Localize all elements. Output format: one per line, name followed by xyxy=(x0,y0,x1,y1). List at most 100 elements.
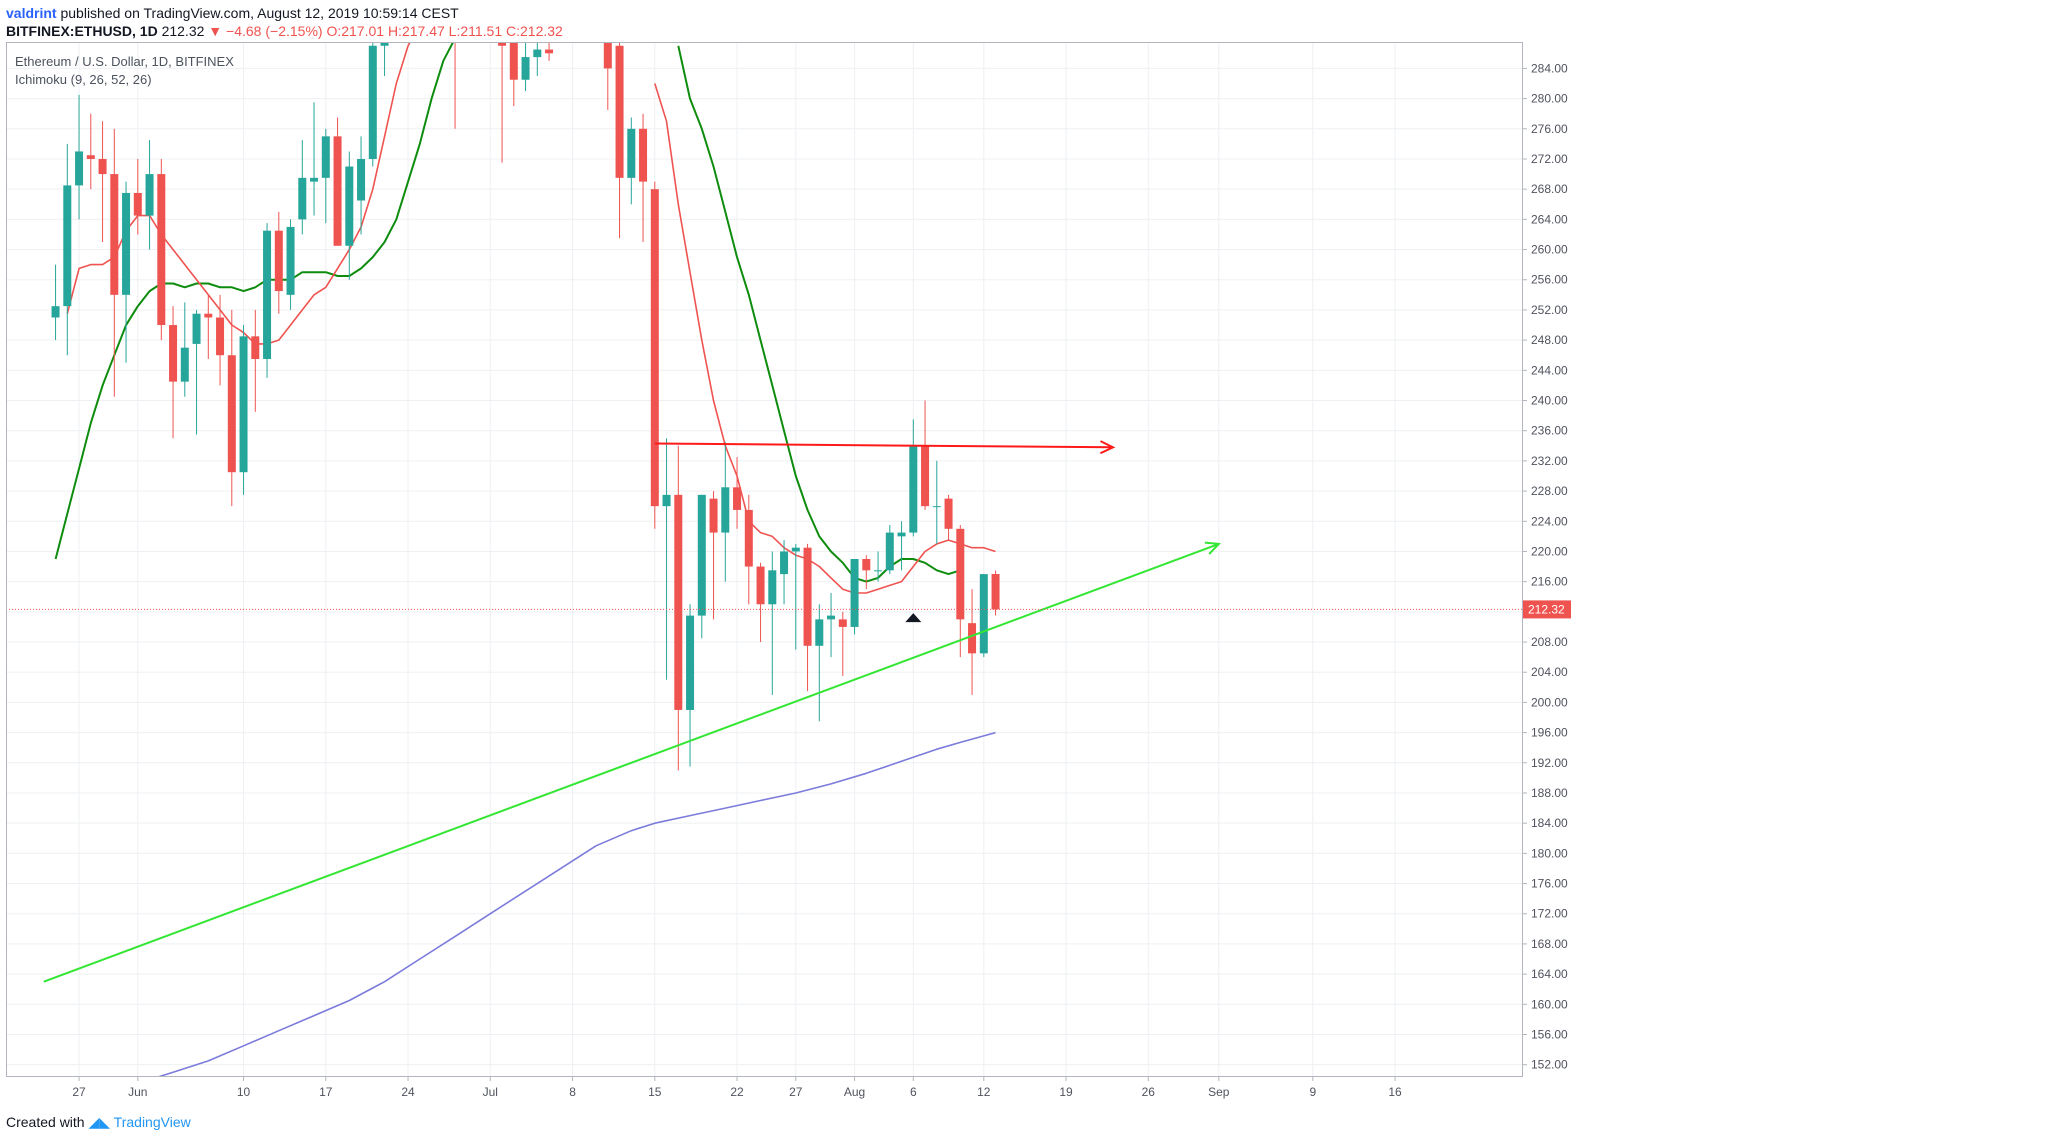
candlesticks xyxy=(51,42,1000,771)
x-tick-label: 19 xyxy=(1059,1085,1073,1099)
y-tick-label: 160.00 xyxy=(1531,997,1568,1011)
chart-title: Ethereum / U.S. Dollar, 1D, BITFINEX xyxy=(15,54,234,69)
candle-body-down xyxy=(944,498,953,529)
candle-body-down xyxy=(674,494,683,710)
candle-body-down xyxy=(216,317,225,356)
candle-body-down xyxy=(639,128,648,182)
candle-body-up xyxy=(909,445,918,533)
candle-body-up xyxy=(145,174,154,216)
resistance-line xyxy=(654,442,1114,449)
y-tick-label: 196.00 xyxy=(1531,726,1568,740)
candle-body-up xyxy=(885,532,894,571)
candle-body-up xyxy=(874,570,883,572)
candle-body-up xyxy=(368,45,377,159)
publish-header: valdrint published on TradingView.com, A… xyxy=(0,0,2046,42)
candle-body-up xyxy=(380,42,389,46)
x-tick-label: 26 xyxy=(1142,1085,1156,1099)
x-tick-label: Sep xyxy=(1208,1085,1230,1099)
candle-body-down xyxy=(803,547,812,646)
candle-body-up xyxy=(263,230,272,359)
candle-body-up xyxy=(686,615,695,710)
author-link[interactable]: valdrint xyxy=(6,5,57,21)
moving-average-line xyxy=(158,731,996,1076)
candle-body-up xyxy=(310,177,319,182)
y-tick-label: 172.00 xyxy=(1531,907,1568,921)
last-price-badge xyxy=(1523,600,1571,619)
candle-body-up xyxy=(122,192,131,295)
y-tick-label: 184.00 xyxy=(1531,816,1568,830)
y-tick-label: 244.00 xyxy=(1531,363,1568,377)
candle-body-up xyxy=(180,347,189,382)
candle-body-up xyxy=(780,551,789,575)
candle-body-down xyxy=(133,192,142,216)
candle-body-up xyxy=(815,619,824,646)
candle-body-down xyxy=(110,174,119,295)
y-tick-label: 232.00 xyxy=(1531,454,1568,468)
candle-body-down xyxy=(157,174,166,326)
y-tick-label: 280.00 xyxy=(1531,92,1568,106)
price-chart[interactable]: 284.00 280.00 276.00 272.00 268.00 264.00 260.… xyxy=(6,42,2046,1110)
tradingview-logo-icon: ◢◣ xyxy=(88,1114,111,1130)
candle-body-up xyxy=(697,494,706,616)
y-tick-label: 176.00 xyxy=(1531,877,1568,891)
x-tick-label: 22 xyxy=(730,1085,744,1099)
candle-body-down xyxy=(274,230,283,292)
candle-body-up xyxy=(932,506,941,508)
tradingview-brand[interactable]: TradingView xyxy=(113,1114,191,1130)
x-tick-label: 8 xyxy=(569,1085,576,1099)
candle-body-up xyxy=(357,158,366,201)
candle-body-down xyxy=(603,42,612,69)
y-tick-label: 200.00 xyxy=(1531,695,1568,709)
y-tick-label: 252.00 xyxy=(1531,303,1568,317)
y-tick-label: 168.00 xyxy=(1531,937,1568,951)
candle-body-down xyxy=(991,574,1000,610)
support-trendline-arrowhead xyxy=(1204,541,1221,555)
y-tick-label: 260.00 xyxy=(1531,243,1568,257)
x-tick-label: 27 xyxy=(72,1085,86,1099)
candle-body-up xyxy=(298,177,307,220)
y-tick-label: 224.00 xyxy=(1531,514,1568,528)
candle-body-down xyxy=(956,528,965,620)
x-tick-label: 17 xyxy=(319,1085,333,1099)
candle-body-down xyxy=(862,559,871,571)
last-price: 212.32 xyxy=(161,23,205,39)
price-axis-bg xyxy=(1523,42,2046,1110)
y-tick-label: 272.00 xyxy=(1531,152,1568,166)
candle-body-down xyxy=(709,498,718,533)
publish-info: valdrint published on TradingView.com, A… xyxy=(6,5,459,21)
x-tick-label: 24 xyxy=(401,1085,415,1099)
candle-body-down xyxy=(251,336,260,359)
trend-drawings xyxy=(6,440,1522,983)
x-tick-label: 27 xyxy=(789,1085,803,1099)
x-tick-label: 15 xyxy=(648,1085,662,1099)
y-tick-label: 204.00 xyxy=(1531,665,1568,679)
y-tick-label: 152.00 xyxy=(1531,1058,1568,1072)
y-tick-label: 284.00 xyxy=(1531,61,1568,75)
candle-body-up xyxy=(850,559,859,627)
published-text: published on TradingView.com, August 12,… xyxy=(60,5,459,21)
candle-body-up xyxy=(321,136,330,178)
candle-body-up xyxy=(662,494,671,507)
down-triangle-icon: ▼ xyxy=(208,23,223,39)
candle-body-up xyxy=(286,226,295,295)
candle-body-up xyxy=(627,128,636,178)
x-tick-label: 16 xyxy=(1388,1085,1402,1099)
candle-body-down xyxy=(615,45,624,178)
x-tick-label: Aug xyxy=(844,1085,865,1099)
x-tick-label: 12 xyxy=(977,1085,991,1099)
x-tick-label: 9 xyxy=(1309,1085,1316,1099)
candle-body-down xyxy=(733,487,742,510)
tenkan-line xyxy=(654,83,996,594)
y-tick-label: 228.00 xyxy=(1531,484,1568,498)
candle-body-up xyxy=(75,151,84,186)
candle-body-up xyxy=(827,615,836,620)
candle-body-down xyxy=(227,355,236,473)
y-tick-label: 264.00 xyxy=(1531,212,1568,226)
resistance-line-arrowhead xyxy=(1099,440,1116,455)
indicator-legend[interactable]: Ichimoku (9, 26, 52, 26) xyxy=(15,72,152,87)
y-tick-label: 276.00 xyxy=(1531,122,1568,136)
candle-body-up xyxy=(192,313,201,344)
y-tick-label: 156.00 xyxy=(1531,1027,1568,1041)
y-tick-label: 208.00 xyxy=(1531,635,1568,649)
candle-body-up xyxy=(897,532,906,537)
